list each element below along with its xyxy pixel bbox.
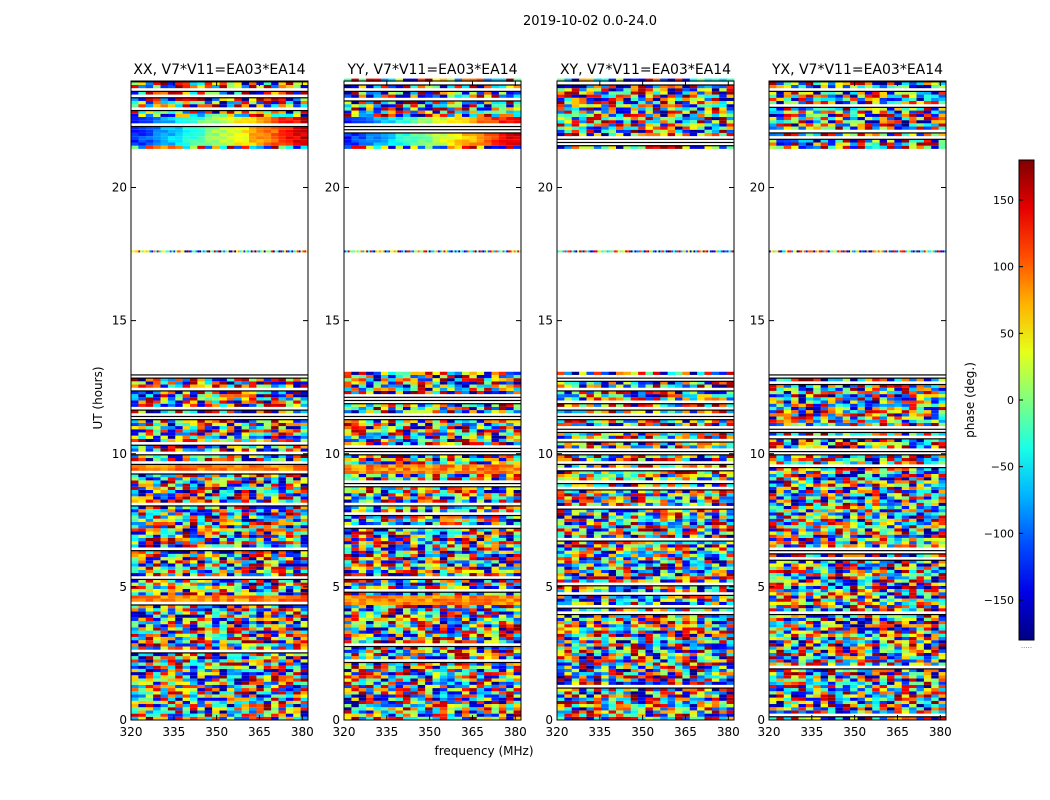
y-tick-label: 5 [757,580,765,594]
x-tick-label: 365 [674,725,697,739]
x-tick-label: 350 [418,725,441,739]
x-tick-label: 365 [461,725,484,739]
colorbar-tick-label: −150 [984,594,1014,607]
panel-frame [343,80,522,721]
y-axis-label: UT (hours) [91,366,105,430]
y-tick-label: 10 [112,447,127,461]
y-tick-label: 0 [332,713,340,727]
y-tick-label: 10 [538,447,553,461]
y-tick-label: 20 [325,181,340,195]
y-tick-label: 5 [545,580,553,594]
heatmap-image [344,78,522,720]
x-tick-label: 320 [758,725,781,739]
x-tick-label: 320 [333,725,356,739]
panel-title: XY, V7*V11=EA03*EA14 [560,62,731,78]
x-tick-label: 350 [205,725,228,739]
panel-title: YY, V7*V11=EA03*EA14 [346,62,517,78]
y-tick-label: 15 [112,314,127,328]
heatmap-image [131,81,309,720]
figure-suptitle: 2019-10-02 0.0-24.0 [523,14,657,29]
panel-1: XX, V7*V11=EA03*EA14 320 335 350 365 380 0 5 10 1… [112,62,314,739]
panel-3: XY, V7*V11=EA03*EA14 320 335 350 365 380 0 5 10 1… [538,62,740,739]
x-tick-label: 350 [843,725,866,739]
colorbar: 150 100 50 0 −50 −100 −150..... [984,159,1035,650]
panel-frame [556,80,735,721]
y-tick-label: 10 [325,447,340,461]
x-tick-label: 365 [886,725,909,739]
colorbar-tick-label: 150 [993,194,1014,207]
colorbar-tick-label: −100 [984,527,1014,540]
heatmap-image [557,78,735,720]
x-tick-label: 335 [800,725,823,739]
y-tick-label: 15 [325,314,340,328]
colorbar-tick-label: 50 [1000,327,1014,340]
x-tick-label: 380 [291,725,314,739]
x-tick-label: 350 [631,725,654,739]
y-tick-label: 0 [119,713,127,727]
x-tick-label: 365 [248,725,271,739]
panel-frame [768,80,947,721]
colorbar-tick-label: −50 [991,461,1014,474]
x-tick-label: 380 [929,725,952,739]
y-tick-label: 0 [545,713,553,727]
y-tick-label: 5 [119,580,127,594]
x-tick-label: 380 [504,725,527,739]
colorbar-tick-label: 100 [993,261,1014,274]
x-tick-label: 335 [162,725,185,739]
y-tick-label: 15 [538,314,553,328]
x-tick-label: 335 [588,725,611,739]
panel-4: YX, V7*V11=EA03*EA14 320 335 350 365 380 0 5 10 1… [750,62,952,739]
colorbar-footer: ..... [1021,642,1032,650]
y-tick-label: 15 [750,314,765,328]
colorbar-label: phase (deg.) [963,362,977,438]
y-tick-label: 10 [750,447,765,461]
x-axis-label: frequency (MHz) [434,744,534,758]
y-tick-label: 20 [112,181,127,195]
panel-frame [130,80,309,721]
y-tick-label: 20 [750,181,765,195]
heatmap-image [769,81,947,720]
panel-title: XX, V7*V11=EA03*EA14 [133,62,305,78]
colorbar-tick-label: 0 [1007,394,1014,407]
panel-2: YY, V7*V11=EA03*EA14 320 335 350 365 380 0 5 10 1… [325,62,527,739]
x-tick-label: 335 [375,725,398,739]
y-tick-label: 5 [332,580,340,594]
x-tick-label: 320 [120,725,143,739]
x-tick-label: 380 [717,725,740,739]
y-tick-label: 20 [538,181,553,195]
x-tick-label: 320 [546,725,569,739]
panel-title: YX, V7*V11=EA03*EA14 [771,62,943,78]
y-tick-label: 0 [757,713,765,727]
